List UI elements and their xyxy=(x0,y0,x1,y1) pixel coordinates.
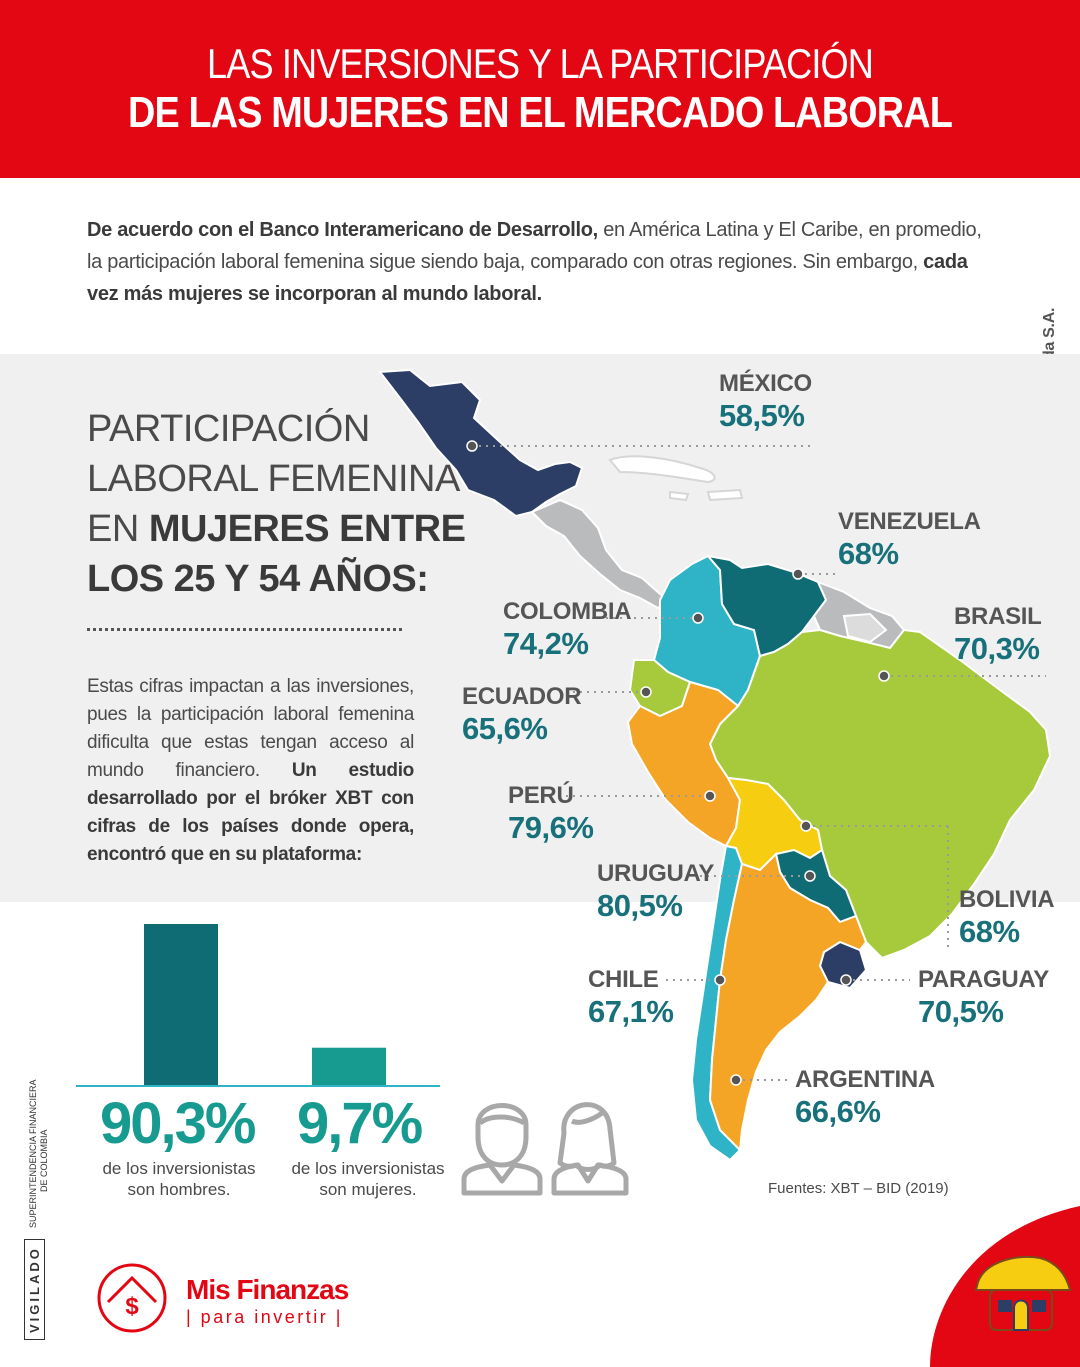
title-line-2: DE LAS MUJERES EN EL MERCADO LABORAL xyxy=(127,88,953,137)
country-value: 58,5% xyxy=(719,398,805,433)
country-value: 79,6% xyxy=(508,810,594,845)
man-woman-icon xyxy=(461,1102,629,1196)
logo-subtitle: | para invertir | xyxy=(186,1307,343,1327)
women-caption-line-2: son mujeres. xyxy=(319,1180,417,1199)
title-line-1: LAS INVERSIONES Y LA PARTICIPACIÓN xyxy=(207,40,874,87)
map-argentina xyxy=(708,852,868,1153)
location-dots xyxy=(466,440,890,1086)
women-caption: de los inversionistas son mujeres. xyxy=(286,1158,450,1200)
country-value: 68% xyxy=(838,536,899,571)
superfin-line-2: DE COLOMBIA xyxy=(39,1129,49,1192)
country-value: 68% xyxy=(959,914,1020,949)
body-text: Estas cifras impactan a las inversiones,… xyxy=(87,676,414,781)
house-icon xyxy=(974,1255,1072,1331)
country-value: 80,5% xyxy=(597,888,683,923)
country-name: COLOMBIA xyxy=(503,598,632,625)
source-note: Fuentes: XBT – BID (2019) xyxy=(768,1180,949,1197)
participation-title-line-2: LABORAL FEMENINA xyxy=(87,458,460,500)
country-name: ARGENTINA xyxy=(795,1066,935,1093)
label-paraguay: PARAGUAY 70,5% xyxy=(918,966,1049,1030)
superfin-line-1: SUPERINTENDENCIA FINANCIERA xyxy=(28,1079,38,1228)
country-name: VENEZUELA xyxy=(838,508,981,535)
participation-title-line-4-bold: LOS 25 Y 54 AÑOS: xyxy=(87,558,429,600)
intro-bold-2: cada vez más mujeres se incorporan al mu… xyxy=(87,251,968,305)
caribbean-islands xyxy=(608,455,744,502)
country-value: 74,2% xyxy=(503,626,589,661)
country-value: 70,3% xyxy=(954,631,1040,666)
superfinanciera-text: SUPERINTENDENCIA FINANCIERA DE COLOMBIA xyxy=(28,1068,50,1228)
logo-title: Mis Finanzas xyxy=(186,1274,349,1305)
map-mexico xyxy=(378,368,584,518)
country-value: 70,5% xyxy=(918,994,1004,1029)
label-argentina: ARGENTINA 66,6% xyxy=(795,1066,935,1130)
country-name: BOLIVIA xyxy=(959,886,1055,913)
intro-paragraph: De acuerdo con el Banco Interamericano d… xyxy=(87,214,997,310)
country-name: CHILE xyxy=(588,966,659,993)
men-caption: de los inversionistas son hombres. xyxy=(96,1158,262,1200)
label-colombia: COLOMBIA 74,2% xyxy=(503,598,632,662)
women-percent: 9,7% xyxy=(297,1091,423,1156)
participation-title: PARTICIPACIÓN LABORAL FEMENINA EN MUJERE… xyxy=(87,404,466,604)
latin-america-map xyxy=(378,368,1052,1162)
label-venezuela: VENEZUELA 68% xyxy=(838,508,981,572)
country-name: URUGUAY xyxy=(597,860,715,887)
men-caption-line-1: de los inversionistas xyxy=(102,1159,256,1178)
label-mexico: MÉXICO 58,5% xyxy=(719,370,812,434)
participation-title-line-1: PARTICIPACIÓN xyxy=(87,408,370,450)
body-bold: Un estudio desarrollado por el bróker XB… xyxy=(87,760,414,865)
men-percent: 90,3% xyxy=(100,1091,256,1156)
intro-bold-1: De acuerdo con el Banco Interamericano d… xyxy=(87,219,598,241)
vigilado-badge: VIGILADO xyxy=(24,1239,45,1340)
country-name: PARAGUAY xyxy=(918,966,1049,993)
country-name: ECUADOR xyxy=(462,683,582,710)
men-caption-line-2: son hombres. xyxy=(127,1180,231,1199)
body-paragraph: Estas cifras impactan a las inversiones,… xyxy=(87,673,414,869)
label-bolivia: BOLIVIA 68% xyxy=(959,886,1055,950)
dollar-sign: $ xyxy=(125,1293,139,1320)
women-caption-line-1: de los inversionistas xyxy=(291,1159,445,1178)
participation-title-line-4: LOS 25 Y 54 AÑOS: xyxy=(87,554,465,604)
map-guianas-light xyxy=(842,612,888,644)
country-value: 65,6% xyxy=(462,711,548,746)
participation-title-line-3-pre: EN xyxy=(87,508,149,550)
davivienda-corner-logo xyxy=(930,1206,1080,1367)
bar-men xyxy=(144,924,218,1086)
country-name: BRASIL xyxy=(954,603,1042,630)
bar-women xyxy=(312,1047,386,1086)
country-name: MÉXICO xyxy=(719,370,812,397)
label-peru: PERÚ 79,6% xyxy=(508,782,594,846)
label-brasil: BRASIL 70,3% xyxy=(954,603,1042,667)
label-chile: CHILE 67,1% xyxy=(588,966,674,1030)
header-banner: LAS INVERSIONES Y LA PARTICIPACIÓN DE LA… xyxy=(0,0,1080,178)
mis-finanzas-logo-icon: $ xyxy=(97,1263,167,1333)
intro-text-1: en América Latina y El Caribe, en promed… xyxy=(87,219,982,273)
country-value: 67,1% xyxy=(588,994,674,1029)
map-central-america xyxy=(530,498,672,610)
label-ecuador: ECUADOR 65,6% xyxy=(462,683,582,747)
country-name: PERÚ xyxy=(508,782,574,809)
participation-title-line-3-bold: MUJERES ENTRE xyxy=(148,508,466,550)
dotted-divider xyxy=(87,628,402,631)
leader-lines xyxy=(472,445,1046,1081)
country-value: 66,6% xyxy=(795,1094,881,1129)
label-uruguay: URUGUAY 80,5% xyxy=(597,860,714,924)
investors-bar-chart xyxy=(76,924,440,1087)
participation-title-line-3: EN MUJERES ENTRE xyxy=(87,504,466,554)
